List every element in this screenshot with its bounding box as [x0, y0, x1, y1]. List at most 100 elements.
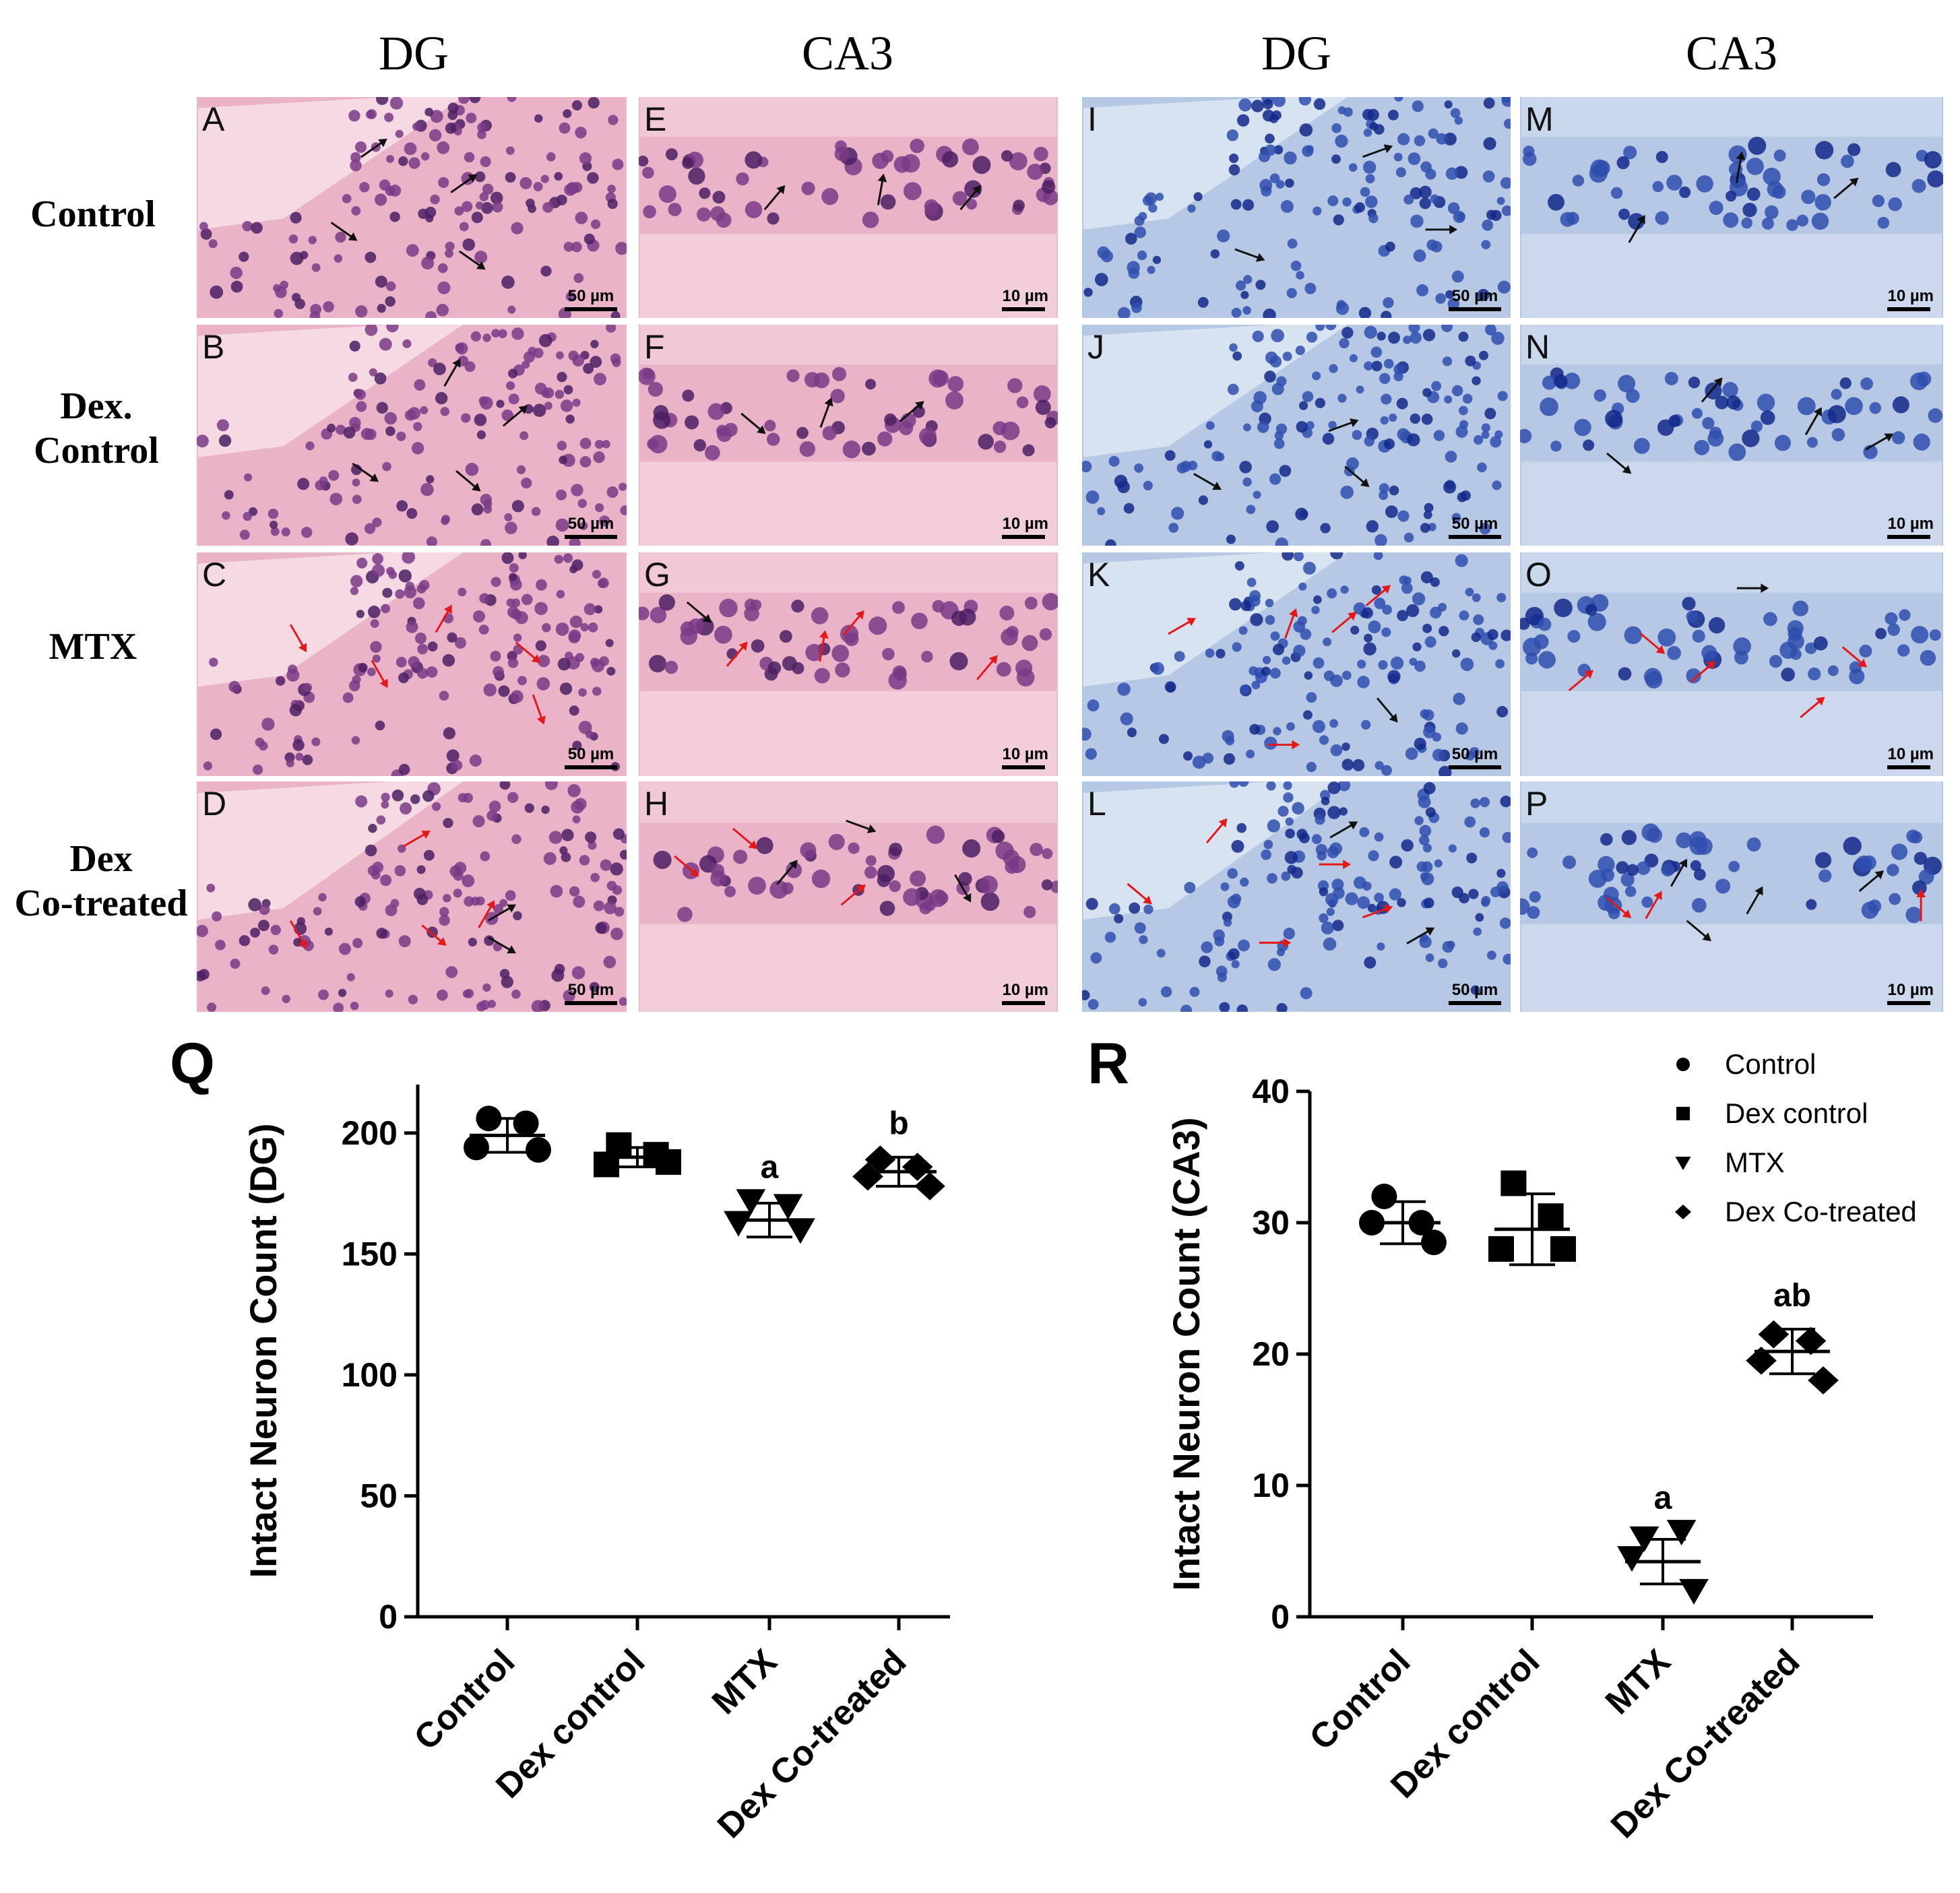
arrow-layer: [1127, 818, 1435, 948]
row-label-mtx: MTX: [49, 624, 137, 669]
red-arrow-icon: [1331, 612, 1357, 633]
data-point-circle: [1421, 1229, 1447, 1256]
scale-bar-line: [1887, 1001, 1931, 1005]
scale-bar-label: 50 µm: [1451, 515, 1498, 533]
tissue-texture: [1520, 781, 1942, 1012]
red-arrow-icon: [289, 920, 307, 949]
row-label-line: Dex.: [60, 385, 133, 427]
red-arrow-icon: [726, 641, 748, 667]
red-arrow-icon: [819, 630, 829, 662]
scale-bar-line: [1887, 765, 1931, 769]
scale-bar: 10 µm: [1887, 981, 1934, 1005]
tissue-texture: [639, 552, 1058, 776]
black-arrow-icon: [740, 412, 766, 435]
legend-marker: [1675, 1205, 1691, 1219]
data-point-circle: [1371, 1184, 1397, 1209]
micrograph-panel-l: L 50 µm: [1081, 780, 1512, 1013]
tissue-texture: [1082, 552, 1511, 776]
data-point-triangle: [773, 1194, 803, 1220]
black-arrow-icon: [686, 601, 712, 623]
tissue-texture: [639, 97, 1058, 318]
red-arrow-icon: [402, 831, 431, 848]
legend-marker: [1675, 1157, 1691, 1170]
black-arrow-icon: [455, 470, 481, 492]
panel-letter: J: [1087, 328, 1104, 366]
panel-letter: C: [202, 556, 227, 593]
black-arrow-icon: [1406, 927, 1435, 944]
micrograph-panel-m: M 10 µm: [1519, 96, 1945, 319]
x-tick-label: MTX: [1598, 1642, 1678, 1722]
y-tick-label: 0: [379, 1598, 398, 1636]
black-arrow-icon: [877, 173, 887, 205]
scale-bar: 10 µm: [1002, 287, 1048, 311]
red-arrow-icon: [840, 884, 866, 906]
black-arrow-icon: [1670, 858, 1688, 887]
red-arrow-icon: [435, 604, 452, 633]
black-arrow-icon: [959, 185, 981, 210]
scale-bar: 10 µm: [1002, 745, 1048, 769]
y-tick-label: 200: [342, 1114, 398, 1152]
panel-letter: E: [644, 100, 667, 138]
scale-bar: 50 µm: [565, 981, 617, 1005]
scale-bar-label: 10 µm: [1887, 515, 1934, 533]
scale-bar-label: 10 µm: [1002, 287, 1048, 305]
arrow-layer: [289, 604, 546, 725]
micrograph-panel-n: N 10 µm: [1519, 323, 1945, 547]
x-tick-label: Control: [407, 1642, 523, 1758]
column-header-nissl-ca3: CA3: [1685, 26, 1778, 80]
y-tick-label: 40: [1252, 1072, 1290, 1110]
panel-label-r: R: [1087, 1031, 1130, 1096]
red-arrow-icon: [1259, 938, 1292, 948]
scale-bar-line: [1002, 1001, 1046, 1005]
black-arrow-icon: [776, 860, 798, 885]
arrow-layer: [1628, 151, 1859, 243]
scale-bar-label: 10 µm: [1887, 745, 1934, 763]
micrograph-panel-i: I 50 µm: [1081, 96, 1512, 319]
scale-bar-label: 50 µm: [1451, 287, 1498, 305]
data-point-square: [1550, 1236, 1576, 1262]
red-arrow-icon: [1800, 697, 1825, 718]
row-label-line: MTX: [49, 626, 137, 668]
scale-bar-line: [565, 1001, 617, 1005]
red-arrow-icon: [1267, 740, 1300, 750]
data-point-diamond: [1746, 1346, 1777, 1375]
panel-letter: K: [1087, 556, 1110, 593]
red-arrow-icon: [674, 855, 699, 877]
red-arrow-icon: [1606, 897, 1632, 918]
micrograph-panel-h: H 10 µm: [637, 780, 1059, 1013]
y-tick-label: 0: [1271, 1598, 1290, 1636]
black-arrow-icon: [1833, 177, 1859, 199]
scale-bar: 50 µm: [1449, 745, 1501, 769]
black-arrow-icon: [1628, 214, 1645, 243]
red-arrow-icon: [371, 660, 388, 688]
scale-bar-line: [565, 535, 617, 539]
column-header-nissl-dg: DG: [1261, 26, 1331, 80]
significance-label: b: [889, 1106, 908, 1142]
scale-bar-line: [1002, 307, 1046, 311]
scale-bar-line: [1887, 535, 1931, 539]
scale-bar-line: [1449, 307, 1501, 311]
black-arrow-icon: [1858, 870, 1885, 892]
red-arrow-icon: [843, 610, 864, 636]
tissue-texture: [197, 325, 627, 546]
legend-label: Dex Co-treated: [1725, 1196, 1917, 1227]
data-point-triangle: [1679, 1578, 1709, 1605]
panel-letter: M: [1525, 100, 1554, 138]
red-arrow-icon: [1205, 818, 1228, 844]
data-point-diamond: [1795, 1326, 1827, 1355]
arrow-layer: [686, 601, 998, 680]
arrow-layer: [1568, 583, 1867, 718]
micrograph-panel-f: F 10 µm: [637, 323, 1059, 547]
black-arrow-icon: [1362, 144, 1393, 158]
row-label-control: Control: [30, 192, 156, 236]
red-arrow-icon: [1690, 661, 1716, 682]
row-label-line: Co-treated: [14, 883, 188, 924]
scale-bar: 50 µm: [1449, 515, 1501, 539]
black-arrow-icon: [1329, 821, 1358, 839]
red-arrow-icon: [1639, 633, 1666, 654]
black-arrow-icon: [330, 222, 358, 241]
arrow-layer: [1606, 858, 1926, 942]
scale-bar-label: 50 µm: [567, 515, 614, 533]
micrograph-panel-p: P 10 µm: [1519, 780, 1945, 1013]
row-label-line: Dex: [69, 838, 133, 880]
